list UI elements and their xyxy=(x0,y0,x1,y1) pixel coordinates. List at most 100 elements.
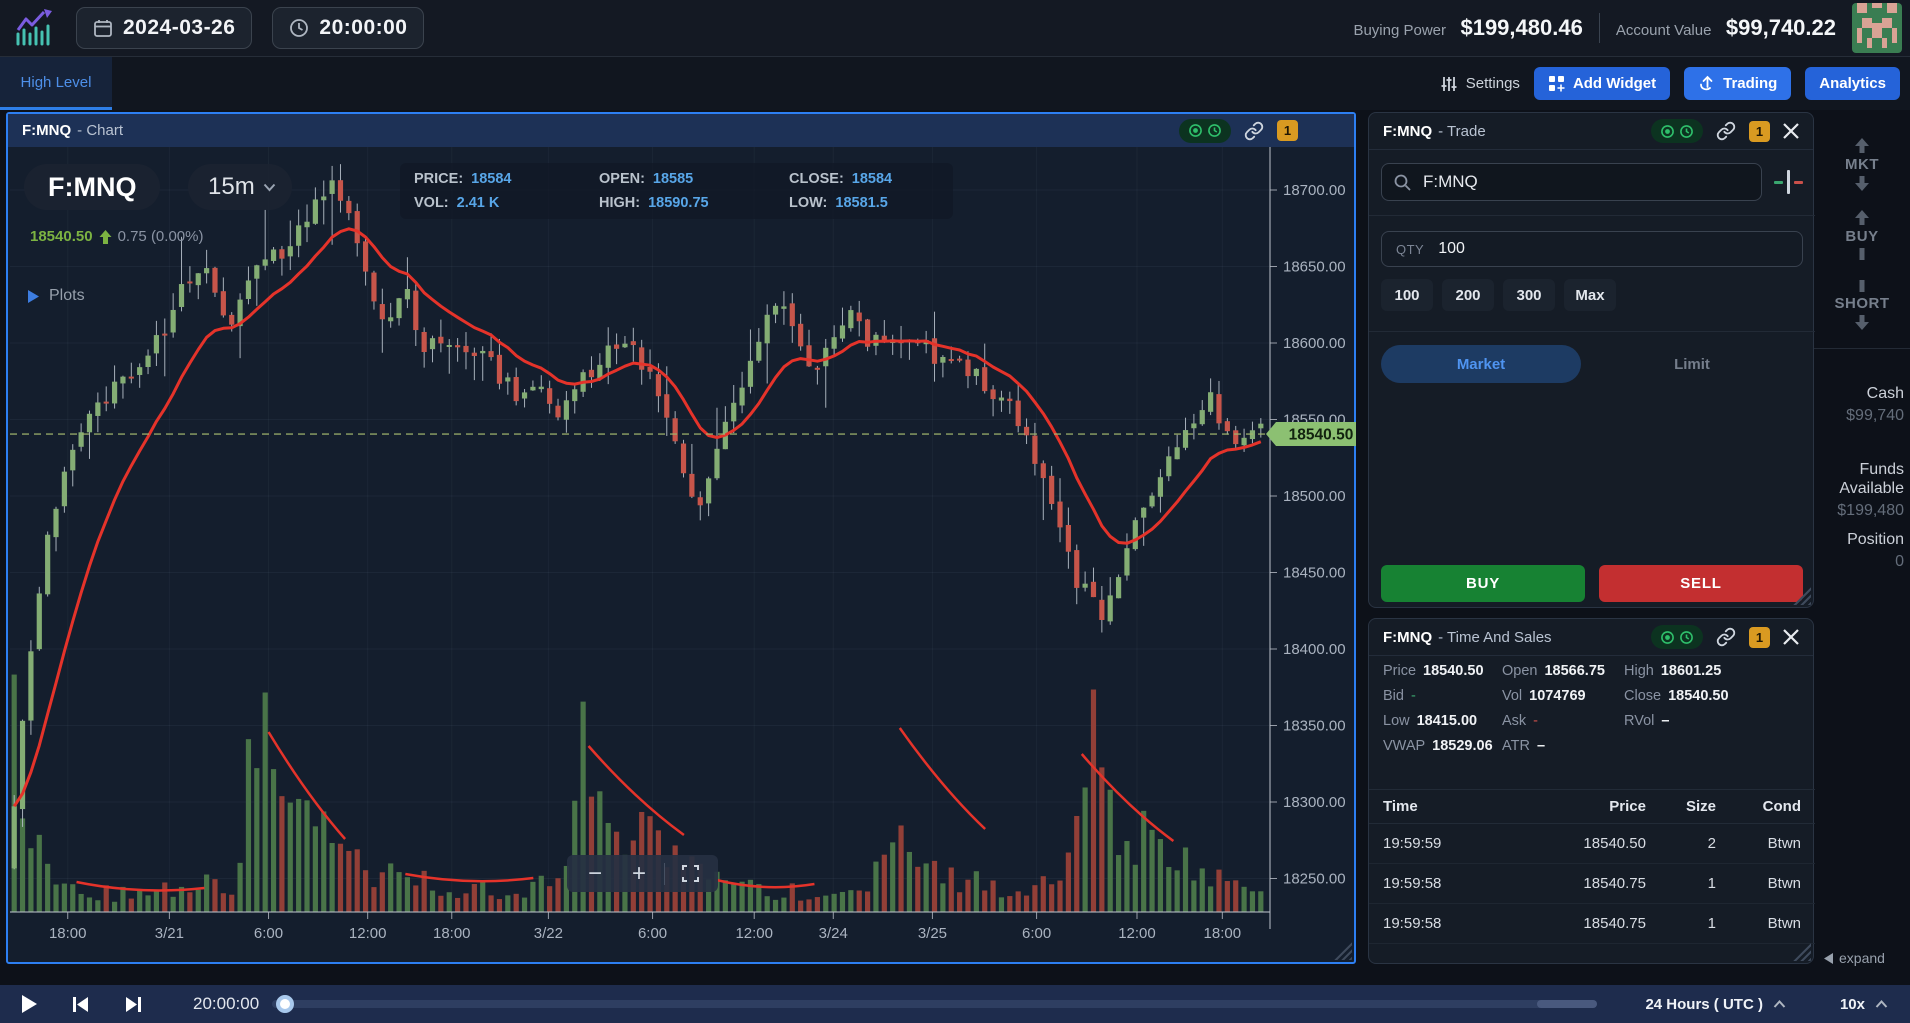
stat-ask-value: - xyxy=(1533,713,1539,729)
slider-handle[interactable] xyxy=(276,995,294,1013)
link-group-badge[interactable]: 1 xyxy=(1749,626,1770,648)
stem-icon xyxy=(1859,248,1865,260)
speed-selector[interactable]: 10x xyxy=(1840,996,1888,1013)
tab-limit[interactable]: Limit xyxy=(1674,355,1710,373)
quantity-input[interactable]: QTY 100 xyxy=(1381,231,1803,267)
x-axis-label: 12:00 xyxy=(1118,925,1156,942)
zoom-out-button[interactable]: − xyxy=(587,859,602,887)
price-change: 0.75 (0.00%) xyxy=(117,228,204,245)
position-value: 0 xyxy=(1895,553,1904,570)
clock-sync-icon xyxy=(1680,630,1693,644)
buy-button[interactable]: BUY xyxy=(1381,565,1585,602)
preset-max-button[interactable]: Max xyxy=(1564,279,1616,311)
close-icon[interactable] xyxy=(1783,123,1799,139)
link-group-badge[interactable]: 1 xyxy=(1749,120,1770,142)
rail-short-button[interactable]: SHORT xyxy=(1814,280,1910,330)
chart-grid xyxy=(10,147,1270,912)
account-summary: Buying Power $199,480.46 Account Value $… xyxy=(1353,3,1910,53)
settings-button[interactable]: Settings xyxy=(1440,75,1520,93)
trade-title-suffix: - Trade xyxy=(1438,122,1486,140)
x-axis-label: 3/21 xyxy=(155,925,184,942)
arrow-up-icon xyxy=(1855,138,1869,153)
add-widget-button[interactable]: Add Widget xyxy=(1533,67,1671,100)
avatar[interactable] xyxy=(1852,3,1902,53)
expand-button[interactable]: expand xyxy=(1824,950,1885,966)
time-range-selector[interactable]: 24 Hours ( UTC ) xyxy=(1645,996,1786,1013)
playback-time: 20:00:00 xyxy=(193,994,260,1013)
stat-bid-label: Bid xyxy=(1383,688,1404,704)
divider xyxy=(1369,215,1815,216)
tas-cell-time: 19:59:58 xyxy=(1383,915,1442,932)
skip-back-button[interactable] xyxy=(73,996,88,1012)
sync-status-pill[interactable] xyxy=(1651,625,1703,649)
col-size: Size xyxy=(1685,798,1716,815)
fullscreen-button[interactable] xyxy=(668,855,712,892)
tas-panel-header[interactable]: F:MNQ - Time And Sales 1 xyxy=(1369,619,1813,656)
trading-button[interactable]: Trading xyxy=(1684,67,1792,100)
analytics-button[interactable]: Analytics xyxy=(1805,67,1900,100)
tab-market[interactable]: Market xyxy=(1381,345,1581,383)
sync-status-pill[interactable] xyxy=(1179,118,1231,143)
mkt-label: MKT xyxy=(1845,156,1879,173)
x-axis-label: 3/25 xyxy=(918,925,947,942)
close-icon[interactable] xyxy=(1783,629,1799,645)
clock-icon xyxy=(290,19,309,37)
target-icon xyxy=(1661,124,1674,138)
zoom-in-button[interactable]: + xyxy=(631,859,646,887)
skip-back-icon xyxy=(73,996,88,1012)
play-button[interactable] xyxy=(22,995,37,1013)
account-value-value: $99,740.22 xyxy=(1725,15,1836,40)
resize-handle[interactable] xyxy=(1793,943,1811,961)
stat-vol-value: 1074769 xyxy=(1529,688,1586,704)
link-icon[interactable] xyxy=(1716,627,1736,647)
cash-block: Cash $99,740 xyxy=(1846,384,1904,425)
tab-high-level-label: High Level xyxy=(20,73,92,91)
timeframe-value: 15m xyxy=(208,173,255,200)
last-price: 18540.50 xyxy=(30,228,93,245)
x-axis-label: 3/24 xyxy=(819,925,848,942)
tas-row[interactable]: 19:59:59 18540.50 2 Btwn xyxy=(1369,824,1815,864)
bid-tick xyxy=(1773,180,1783,184)
col-cond: Cond xyxy=(1762,798,1801,815)
stem-icon xyxy=(1859,280,1865,292)
info-close-value: 18584 xyxy=(851,171,893,187)
volume-ma-lines xyxy=(76,727,1175,892)
tas-row[interactable]: 19:59:58 18540.75 1 Btwn xyxy=(1369,864,1815,904)
account-value-label: Account Value xyxy=(1615,22,1712,39)
link-icon[interactable] xyxy=(1716,121,1736,141)
rail-buy-button[interactable]: BUY xyxy=(1814,210,1910,260)
side-rail: MKT BUY SHORT Cash $99,740 Funds Availab… xyxy=(1814,112,1910,985)
tas-row[interactable]: 19:59:58 18540.75 1 Btwn xyxy=(1369,904,1815,944)
preset-300-button[interactable]: 300 xyxy=(1503,279,1555,311)
plots-toggle[interactable]: Plots xyxy=(28,287,85,305)
funds-label-1: Funds xyxy=(1859,461,1904,478)
triangle-left-icon xyxy=(1824,952,1833,964)
tas-cell-time: 19:59:58 xyxy=(1383,875,1442,892)
tab-high-level[interactable]: High Level xyxy=(0,57,112,110)
link-icon[interactable] xyxy=(1244,121,1264,141)
x-axis-label: 18:00 xyxy=(433,925,471,942)
ema-line xyxy=(12,227,1262,808)
top-bar: 2024-03-26 20:00:00 Buying Power $199,48… xyxy=(0,0,1910,57)
skip-forward-button[interactable] xyxy=(126,996,141,1012)
date-picker[interactable]: 2024-03-26 xyxy=(76,7,253,49)
trade-panel-header[interactable]: F:MNQ - Trade 1 xyxy=(1369,113,1813,150)
symbol-search-input[interactable]: F:MNQ xyxy=(1381,163,1762,201)
stat-bid-value: - xyxy=(1410,688,1416,704)
preset-200-button[interactable]: 200 xyxy=(1442,279,1494,311)
funds-block: Funds Available $199,480 xyxy=(1837,460,1904,520)
timeline-slider[interactable] xyxy=(272,995,1597,1013)
chart-symbol-pill[interactable]: F:MNQ xyxy=(24,164,161,210)
link-group-badge[interactable]: 1 xyxy=(1277,120,1298,141)
tas-cell-size: 1 xyxy=(1707,875,1716,892)
sync-status-pill[interactable] xyxy=(1651,119,1703,143)
chart-panel-header[interactable]: F:MNQ - Chart 1 xyxy=(8,114,1354,147)
mkt-button[interactable]: MKT xyxy=(1814,138,1910,191)
preset-100-button[interactable]: 100 xyxy=(1381,279,1433,311)
time-picker[interactable]: 20:00:00 xyxy=(272,7,425,49)
quantity-label: QTY xyxy=(1396,241,1425,257)
timeframe-selector[interactable]: 15m xyxy=(188,164,292,210)
target-icon xyxy=(1661,630,1674,644)
chart-canvas[interactable]: 18700.00 18650.00 18600.00 18550.00 18500.00… xyxy=(10,147,1356,962)
sell-button[interactable]: SELL xyxy=(1599,565,1803,602)
